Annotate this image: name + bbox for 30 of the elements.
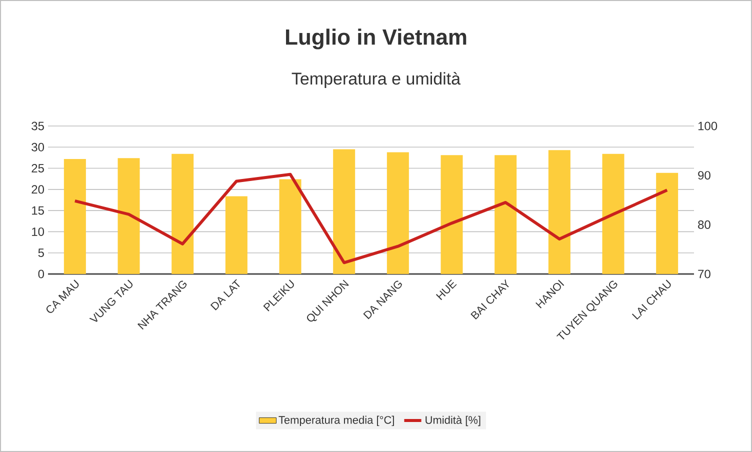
bar — [548, 150, 570, 274]
legend-label: Temperatura media [°C] — [278, 416, 394, 426]
bar — [118, 158, 140, 274]
y-tick-label: 35 — [32, 122, 44, 130]
line-series — [73, 172, 669, 264]
bar — [386, 152, 409, 274]
bar — [225, 196, 248, 274]
y-tick-label: 5 — [38, 248, 44, 258]
y-tick-label: 15 — [32, 206, 44, 215]
bar — [440, 155, 463, 274]
y2-tick-label: 70 — [698, 270, 710, 278]
y2-tick-label: 80 — [698, 220, 710, 229]
y-tick-label: 20 — [32, 185, 44, 194]
y-tick-label: 25 — [32, 164, 44, 173]
bar — [172, 154, 194, 274]
bar — [656, 172, 678, 274]
bar — [602, 154, 624, 274]
bar — [494, 155, 517, 274]
y2-tick-label: 90 — [698, 171, 710, 180]
chart-subtitle: Temperatura e umidità — [292, 72, 461, 88]
y2-tick-label: 100 — [698, 122, 718, 130]
x-tick-label: DA LAT — [210, 279, 240, 310]
bar — [279, 179, 302, 274]
bar — [333, 149, 356, 274]
bar — [64, 158, 86, 274]
chart-title: Luglio in Vietnam — [286, 28, 466, 50]
y-tick-label: 0 — [38, 270, 44, 278]
y-tick-label: 10 — [32, 227, 44, 236]
y-tick-label: 30 — [32, 142, 44, 152]
legend-label: Umidità [%] — [426, 416, 480, 426]
